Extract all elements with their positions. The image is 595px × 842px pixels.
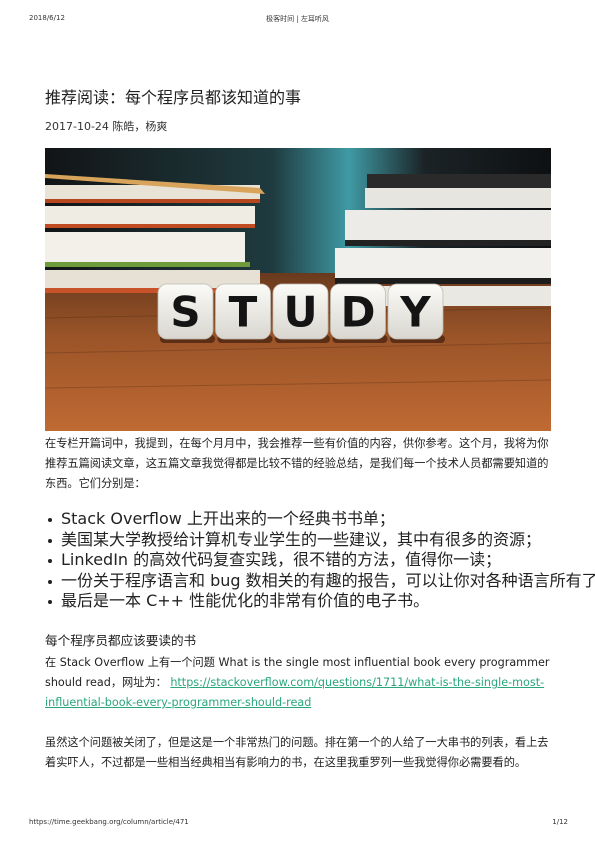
die-u: U: [272, 283, 330, 343]
print-date: 2018/6/12: [29, 14, 65, 22]
article-title: 推荐阅读：每个程序员都该知道的事: [45, 88, 302, 107]
die-y: Y: [387, 283, 445, 343]
print-title: 极客时间 | 左耳听风: [266, 15, 329, 23]
die-letter: D: [341, 288, 376, 337]
article-meta: 2017-10-24 陈皓，杨爽: [45, 120, 168, 133]
list-item: LinkedIn 的高效代码复查实践，很不错的方法，值得你一读；: [45, 550, 551, 571]
list-item: 美国某大学教授给计算机专业学生的一些建议，其中有很多的资源；: [45, 530, 551, 551]
die-letter: T: [229, 288, 258, 337]
die-s: S: [157, 283, 215, 343]
die-d: D: [330, 283, 388, 343]
stackoverflow-link[interactable]: https://stackoverflow.com/questions/1711…: [45, 676, 545, 709]
print-footer: https://time.geekbang.org/column/article…: [0, 818, 595, 830]
list-item-text: 美国某大学教授给计算机专业学生的一些建议，其中有很多的资源；: [61, 529, 542, 549]
bullet-icon: [48, 579, 52, 584]
list-item-text: Stack Overflow 上开出来的一个经典书书单；: [61, 509, 395, 528]
recommendation-list: Stack Overflow 上开出来的一个经典书书单； 美国某大学教授给计算机…: [45, 509, 595, 612]
list-item: 最后是一本 C++ 性能优化的非常有价值的电子书。: [45, 591, 551, 612]
intro-paragraph: 在专栏开篇词中，我提到，在每个月月中，我会推荐一些有价值的内容，供你参考。这个月…: [45, 437, 549, 490]
section-paragraph-text: 在 Stack Overflow 上有一个问题 What is the sing…: [45, 656, 550, 689]
page-number: 1/12: [552, 818, 568, 826]
bullet-icon: [48, 518, 52, 522]
bullet-icon: [48, 538, 52, 543]
bullet-icon: [48, 559, 52, 563]
section-paragraph: 在 Stack Overflow 上有一个问题 What is the sing…: [45, 653, 551, 713]
die-letter: S: [170, 288, 200, 337]
die-letter: U: [283, 288, 317, 337]
list-item: 一份关于程序语言和 bug 数相关的有趣的报告，可以让你对各种语言所有了解；: [45, 571, 595, 592]
die-t: T: [215, 283, 273, 343]
list-item: Stack Overflow 上开出来的一个经典书书单；: [45, 509, 551, 530]
bullet-icon: [48, 600, 52, 604]
list-item-text: 一份关于程序语言和 bug 数相关的有趣的报告，可以让你对各种语言所有了解；: [61, 570, 595, 590]
section-paragraph-2: 虽然这个问题被关闭了，但是这是一个非常热门的问题。排在第一个的人给了一大串书的列…: [45, 736, 549, 769]
print-header: 2018/6/12 极客时间 | 左耳听风: [0, 14, 595, 26]
list-item-text: LinkedIn 的高效代码复查实践，很不错的方法，值得你一读；: [61, 550, 502, 569]
section-title: 每个程序员都应该要读的书: [45, 633, 197, 648]
die-letter: Y: [399, 288, 431, 337]
print-url: https://time.geekbang.org/column/article…: [29, 818, 189, 826]
list-item-text: 最后是一本 C++ 性能优化的非常有价值的电子书。: [61, 591, 430, 610]
